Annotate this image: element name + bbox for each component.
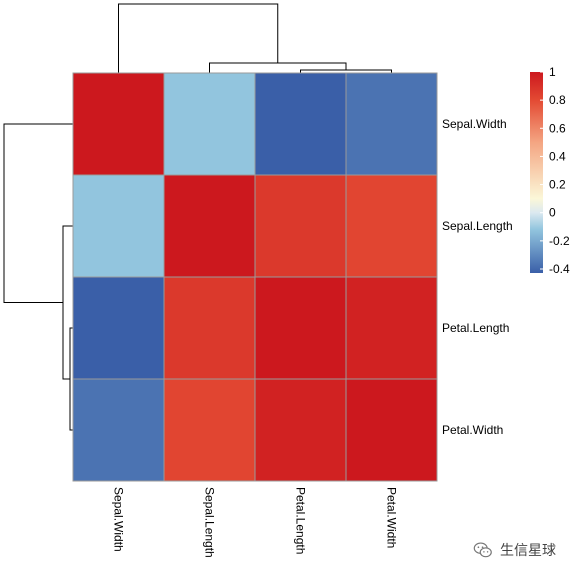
- heatmap-cell: [345, 72, 438, 176]
- column-label: Petal.Width: [385, 487, 399, 548]
- dendrogram-branch: [62, 225, 73, 380]
- row-label: Sepal.Width: [442, 117, 507, 131]
- wechat-icon: [473, 542, 492, 558]
- legend-ticks: 1 0.8 0.6 0.4 0.2 0 -0.2 -0.4: [540, 65, 570, 276]
- row-label: Petal.Length: [442, 321, 509, 335]
- row-label: Sepal.Length: [442, 219, 513, 233]
- legend-tick-label: 0.2: [549, 178, 566, 192]
- legend-tick-label: 0.8: [549, 93, 566, 107]
- watermark-text: 生信星球: [500, 543, 556, 559]
- legend-tick-label: 0.4: [549, 149, 566, 163]
- legend-tick-label: -0.4: [549, 262, 570, 276]
- heatmap-cell: [254, 378, 347, 482]
- heatmap-cell: [163, 276, 256, 380]
- heatmap-cell: [345, 378, 438, 482]
- watermark: 生信星球: [472, 538, 556, 562]
- column-label: Petal.Length: [294, 487, 308, 554]
- legend-tick-label: 1: [549, 65, 556, 79]
- heatmap-cell: [345, 174, 438, 278]
- heatmap-cell: [254, 276, 347, 380]
- column-dendrogram: [118, 3, 392, 73]
- heatmap-cell: [72, 174, 165, 278]
- legend-tick-label: -0.2: [549, 234, 570, 248]
- heatmap-cell: [163, 174, 256, 278]
- heatmap-cell: [72, 276, 165, 380]
- column-labels: Sepal.Width Sepal.Length Petal.Length Petal…: [112, 487, 399, 558]
- color-legend: 1 0.8 0.6 0.4 0.2 0 -0.2 -0.4: [530, 65, 570, 276]
- dendrogram-branch: [3, 123, 73, 303]
- heatmap-cell: [254, 72, 347, 176]
- heatmap-cell: [345, 276, 438, 380]
- column-label: Sepal.Length: [203, 487, 217, 558]
- heatmap-cells: [72, 72, 438, 482]
- dendrogram-branch: [209, 62, 347, 73]
- heatmap-cell: [72, 378, 165, 482]
- dendrogram-branch: [118, 3, 279, 73]
- heatmap-cell: [254, 174, 347, 278]
- heatmap-cell: [163, 378, 256, 482]
- row-label: Petal.Width: [442, 423, 503, 437]
- heatmap-cell: [72, 72, 165, 176]
- column-label: Sepal.Width: [112, 487, 126, 552]
- legend-tick-label: 0: [549, 206, 556, 220]
- row-labels: Sepal.Width Sepal.Length Petal.Length Petal…: [442, 117, 513, 437]
- heatmap-cell: [163, 72, 256, 176]
- row-dendrogram: [3, 123, 73, 431]
- legend-tick-label: 0.6: [549, 121, 566, 135]
- legend-color-bar: [530, 72, 543, 273]
